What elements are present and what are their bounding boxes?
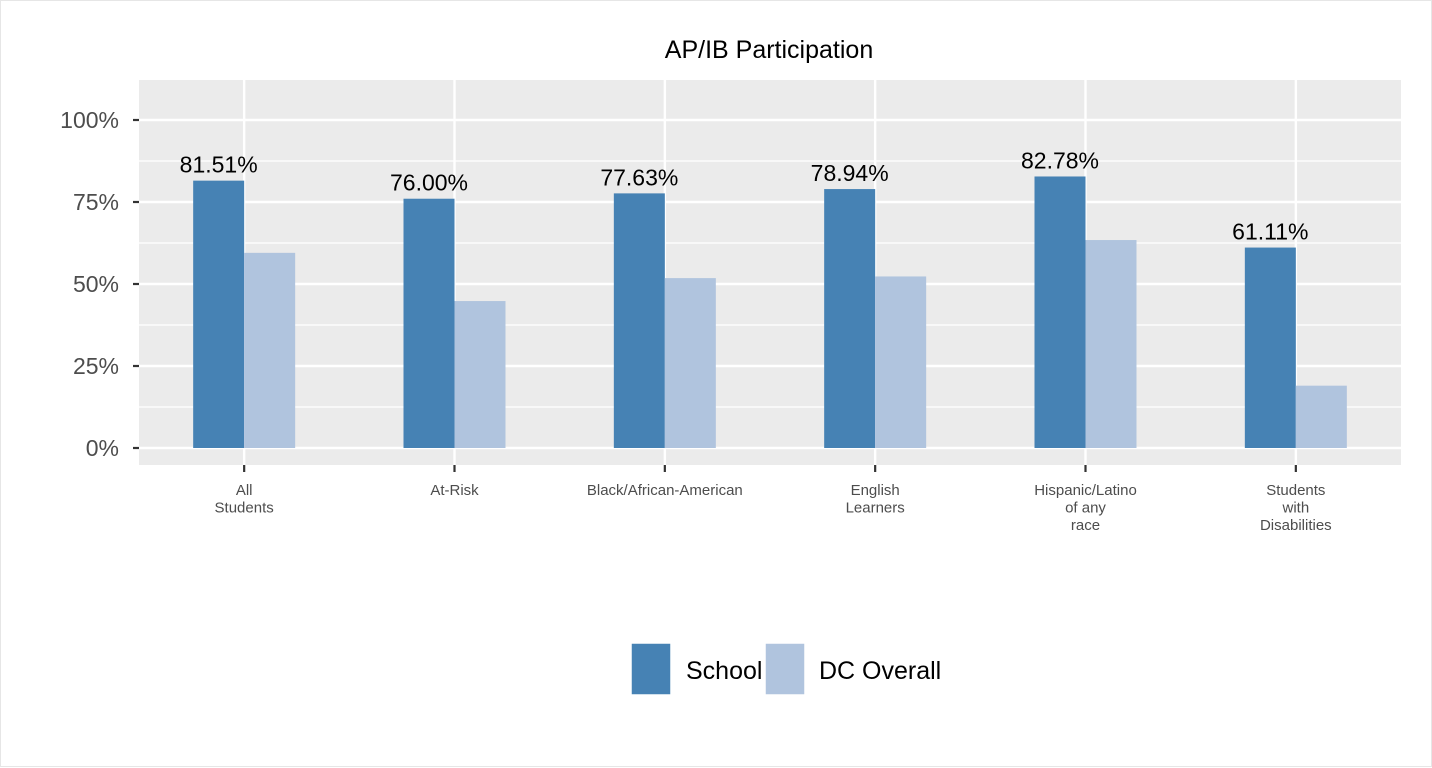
legend-key-dc-overall xyxy=(764,642,806,696)
bar-value-label: 76.00% xyxy=(390,170,468,196)
y-tick-label: 50% xyxy=(73,271,119,297)
y-axis: 0% 25% 50% 75% 100% xyxy=(60,107,139,461)
legend-label-dc-overall: DC Overall xyxy=(819,657,941,685)
legend: School DC Overall xyxy=(630,642,941,696)
x-tick-label: Hispanic/Latino of any race xyxy=(1034,482,1137,534)
bars xyxy=(193,176,1347,449)
bar-value-label: 77.63% xyxy=(600,164,678,190)
legend-label-school: School xyxy=(686,657,762,685)
x-tick-label: English Learners xyxy=(846,482,905,517)
y-tick-label: 75% xyxy=(73,189,119,215)
x-tick-label: Students with Disabilities xyxy=(1260,482,1332,534)
y-tick-label: 0% xyxy=(86,435,119,461)
bar-value-label: 82.78% xyxy=(1021,147,1099,173)
bar-value-label: 78.94% xyxy=(811,160,889,186)
data-labels: 81.51% 76.00% 77.63% 78.94% 82.78% 61.11% xyxy=(180,147,1309,244)
x-tick-label: All Students xyxy=(215,482,274,517)
bar-value-label: 81.51% xyxy=(180,152,258,178)
dc-overall-bar xyxy=(244,252,296,448)
y-tick-label: 25% xyxy=(73,353,119,379)
school-bar xyxy=(613,193,665,448)
chart-title: AP/IB Participation xyxy=(665,36,873,64)
x-tick-label: Black/African-American xyxy=(587,482,743,499)
dc-overall-bar xyxy=(1085,240,1137,448)
dc-overall-bar xyxy=(1295,385,1347,448)
plot-panel xyxy=(139,80,1401,465)
school-bar xyxy=(1034,176,1086,448)
dc-overall-bar xyxy=(875,276,927,448)
school-bar xyxy=(403,198,455,448)
y-tick-label: 100% xyxy=(60,107,119,133)
legend-key-school xyxy=(630,642,672,696)
bar-value-label: 61.11% xyxy=(1232,219,1308,245)
dc-overall-bar xyxy=(664,278,716,448)
x-tick-label: At-Risk xyxy=(430,482,479,499)
dc-overall-bar xyxy=(454,301,506,448)
school-bar xyxy=(824,189,876,449)
school-bar xyxy=(1244,247,1296,448)
x-axis: All Students At-Risk Black/African-American… xyxy=(215,465,1332,534)
school-bar xyxy=(193,180,245,448)
